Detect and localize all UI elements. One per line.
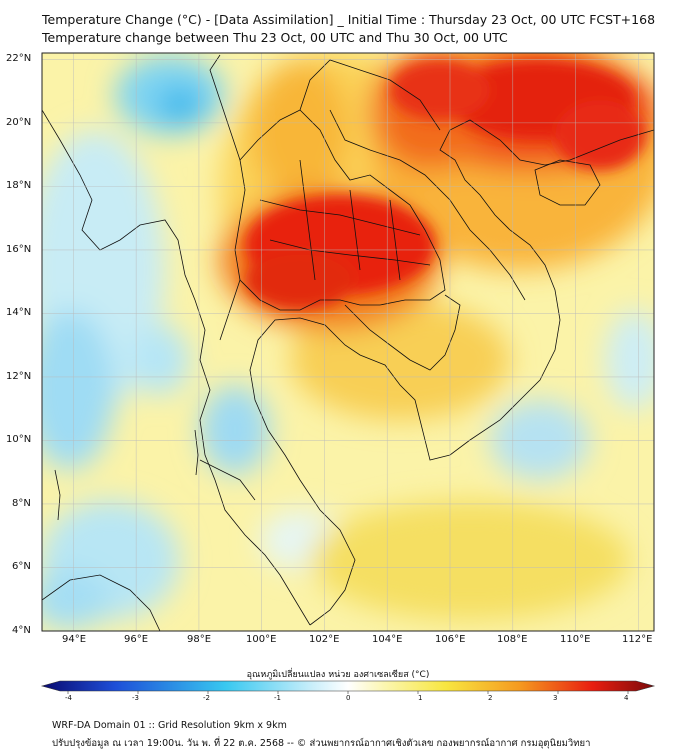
coastlines-borders	[42, 54, 654, 631]
lat-label-16: 16°N	[6, 244, 32, 255]
lat-label-12: 12°N	[6, 371, 32, 382]
colorbar-tick-4: 4	[624, 694, 629, 702]
colorbar-tick-1: 1	[418, 694, 423, 702]
lon-label-100: 100°E	[246, 634, 277, 645]
colorbar-tick-neg2: -2	[203, 694, 210, 702]
colorbar-tick-neg4: -4	[65, 694, 72, 702]
lat-label-14: 14°N	[6, 307, 32, 318]
colorbar-tick-neg3: -3	[132, 694, 139, 702]
map-frame	[41, 52, 655, 632]
colorbar-tick-3: 3	[553, 694, 558, 702]
colorbar-tick-neg1: -1	[274, 694, 281, 702]
lat-label-10: 10°N	[6, 434, 32, 445]
lat-label-6: 6°N	[12, 561, 31, 572]
lat-label-8: 8°N	[12, 498, 31, 509]
lat-label-18: 18°N	[6, 180, 32, 191]
lon-label-98: 98°E	[187, 634, 212, 645]
lat-label-4: 4°N	[12, 625, 31, 636]
map-subtitle: Temperature change between Thu 23 Oct, 0…	[42, 30, 508, 45]
lon-label-108: 108°E	[497, 634, 528, 645]
lon-label-112: 112°E	[622, 634, 653, 645]
colorbar-tick-2: 2	[488, 694, 493, 702]
colorbar	[40, 680, 656, 694]
lon-label-96: 96°E	[124, 634, 149, 645]
footer-update-info: ปรับปรุงข้อมูล ณ เวลา 19:00น. วัน พ. ที่…	[52, 738, 591, 749]
lon-label-94: 94°E	[62, 634, 87, 645]
lat-label-22: 22°N	[6, 53, 32, 64]
footer-model-info: WRF-DA Domain 01 :: Grid Resolution 9km …	[52, 720, 287, 731]
map-title: Temperature Change (°C) - [Data Assimila…	[42, 12, 656, 27]
colorbar-title: อุณหภูมิเปลี่ยนแปลง หน่วย องศาเซลเซียส (…	[246, 670, 430, 680]
colorbar-tick-0: 0	[346, 694, 351, 702]
lon-label-102: 102°E	[309, 634, 340, 645]
temperature-field	[42, 53, 654, 631]
lon-label-110: 110°E	[560, 634, 591, 645]
lon-label-104: 104°E	[372, 634, 403, 645]
lat-label-20: 20°N	[6, 117, 32, 128]
lon-label-106: 106°E	[435, 634, 466, 645]
